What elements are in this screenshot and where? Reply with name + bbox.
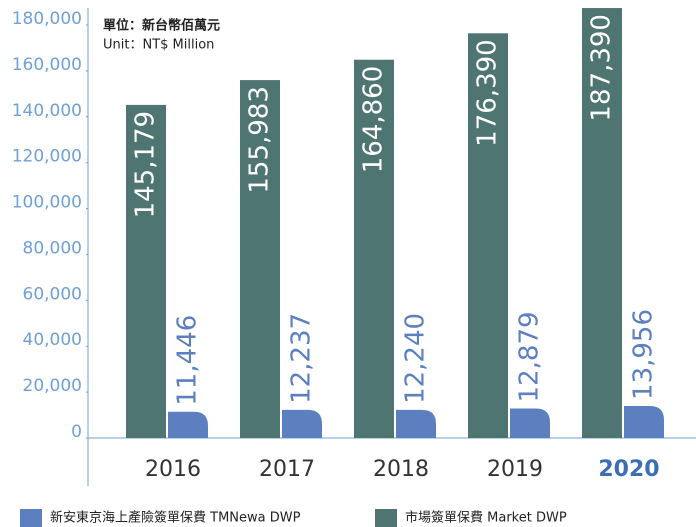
legend-label: 新安東京海上產險簽單保費 TMNewa DWP	[50, 510, 301, 526]
value-label: 12,237	[287, 313, 317, 404]
x-tick-label: 2020	[598, 457, 659, 482]
unit-text: 單位：新台幣佰萬元	[103, 18, 220, 34]
legend-swatch	[20, 509, 42, 527]
bar	[282, 409, 322, 438]
value-label: 164,860	[359, 66, 389, 174]
value-label: 11,446	[173, 315, 203, 406]
bar	[126, 104, 166, 439]
value-label: 145,179	[131, 111, 161, 219]
y-tick-label: 120,000	[12, 147, 82, 167]
bar	[582, 8, 622, 438]
x-tick-label: 2019	[487, 457, 543, 482]
y-tick-label: 60,000	[23, 284, 82, 304]
value-label: 12,879	[515, 311, 545, 402]
y-tick-label: 140,000	[12, 101, 82, 121]
y-tick-label: 100,000	[12, 193, 82, 213]
legend-swatch	[375, 509, 397, 527]
value-label: 187,390	[587, 14, 617, 122]
value-label: 13,956	[629, 309, 659, 400]
bar	[168, 411, 208, 438]
value-label: 176,390	[473, 39, 503, 147]
bar	[240, 80, 280, 438]
bar	[396, 409, 436, 438]
legend-label: 市場簽單保費 Market DWP	[405, 510, 567, 526]
unit-text: Unit：NT$ Million	[103, 38, 214, 53]
bar	[510, 408, 550, 438]
x-tick-label: 2016	[145, 457, 201, 482]
x-tick-label: 2017	[259, 457, 315, 482]
y-tick-label: 40,000	[23, 330, 82, 350]
y-tick-label: 180,000	[12, 9, 82, 29]
value-label: 155,983	[245, 86, 275, 194]
y-tick-label: 0	[71, 422, 82, 442]
y-tick-label: 80,000	[23, 238, 82, 258]
bar	[468, 33, 508, 438]
y-tick-label: 20,000	[23, 376, 82, 396]
bar	[624, 405, 664, 438]
value-label: 12,240	[401, 313, 431, 404]
x-tick-label: 2018	[373, 457, 429, 482]
bar	[354, 59, 394, 439]
y-tick-label: 160,000	[12, 55, 82, 75]
